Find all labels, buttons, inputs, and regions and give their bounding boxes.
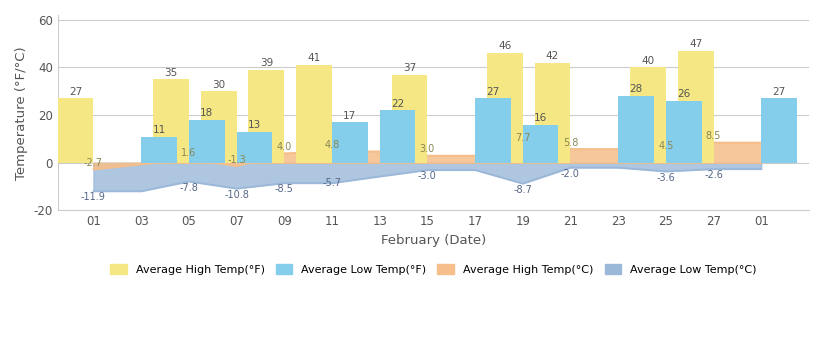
Bar — [296, 65, 332, 163]
Text: 35: 35 — [164, 68, 178, 78]
Text: 26: 26 — [677, 89, 691, 99]
Bar — [392, 75, 427, 163]
Bar — [201, 91, 237, 163]
Bar — [523, 125, 559, 163]
Text: 37: 37 — [403, 63, 416, 73]
Text: 17: 17 — [343, 110, 356, 121]
Text: 1.6: 1.6 — [181, 148, 197, 158]
Text: 5.8: 5.8 — [563, 138, 579, 148]
Text: 7.7: 7.7 — [515, 133, 530, 143]
Text: 42: 42 — [546, 51, 559, 61]
X-axis label: February (Date): February (Date) — [381, 234, 486, 247]
Bar — [189, 120, 225, 163]
Text: 39: 39 — [260, 58, 273, 68]
Text: 4.0: 4.0 — [276, 142, 292, 152]
Bar — [487, 53, 523, 163]
Y-axis label: Temperature (°F/°C): Temperature (°F/°C) — [15, 46, 28, 180]
Text: 27: 27 — [773, 87, 786, 97]
Bar — [332, 122, 368, 163]
Text: 47: 47 — [689, 39, 702, 49]
Text: -2.6: -2.6 — [704, 170, 723, 180]
Bar — [379, 110, 415, 163]
Text: 4.8: 4.8 — [325, 140, 339, 150]
Bar — [237, 132, 272, 163]
Bar — [153, 79, 189, 163]
Text: -3.6: -3.6 — [657, 173, 675, 182]
Text: 13: 13 — [248, 120, 261, 130]
Bar — [618, 96, 654, 163]
Text: -10.8: -10.8 — [224, 190, 249, 200]
Text: 41: 41 — [307, 53, 320, 63]
Bar — [761, 98, 797, 163]
Bar — [535, 63, 570, 163]
Text: -2.7: -2.7 — [84, 158, 103, 168]
Text: 22: 22 — [391, 99, 404, 109]
Text: 28: 28 — [629, 84, 642, 94]
Bar — [678, 51, 714, 163]
Text: 30: 30 — [212, 80, 225, 90]
Text: -5.7: -5.7 — [322, 177, 341, 188]
Text: -3.0: -3.0 — [418, 171, 437, 181]
Text: -2.0: -2.0 — [561, 169, 580, 179]
Text: -8.5: -8.5 — [275, 184, 294, 194]
Bar — [141, 136, 177, 163]
Text: 4.5: 4.5 — [658, 141, 673, 151]
Text: -8.7: -8.7 — [513, 185, 532, 195]
Text: 27: 27 — [69, 87, 82, 97]
Text: -7.8: -7.8 — [179, 182, 198, 193]
Bar — [248, 70, 284, 163]
Bar — [475, 98, 510, 163]
Legend: Average High Temp(°F), Average Low Temp(°F), Average High Temp(°C), Average Low : Average High Temp(°F), Average Low Temp(… — [105, 260, 761, 279]
Bar — [57, 98, 94, 163]
Bar — [630, 67, 666, 163]
Text: 40: 40 — [642, 56, 655, 66]
Text: -1.3: -1.3 — [227, 155, 246, 165]
Text: 11: 11 — [153, 125, 166, 135]
Text: 46: 46 — [498, 42, 511, 51]
Text: 16: 16 — [534, 113, 547, 123]
Text: 3.0: 3.0 — [420, 144, 435, 155]
Text: 8.5: 8.5 — [706, 131, 721, 141]
Bar — [666, 101, 701, 163]
Text: 27: 27 — [486, 87, 500, 97]
Text: 18: 18 — [200, 108, 213, 118]
Text: -11.9: -11.9 — [81, 192, 106, 202]
